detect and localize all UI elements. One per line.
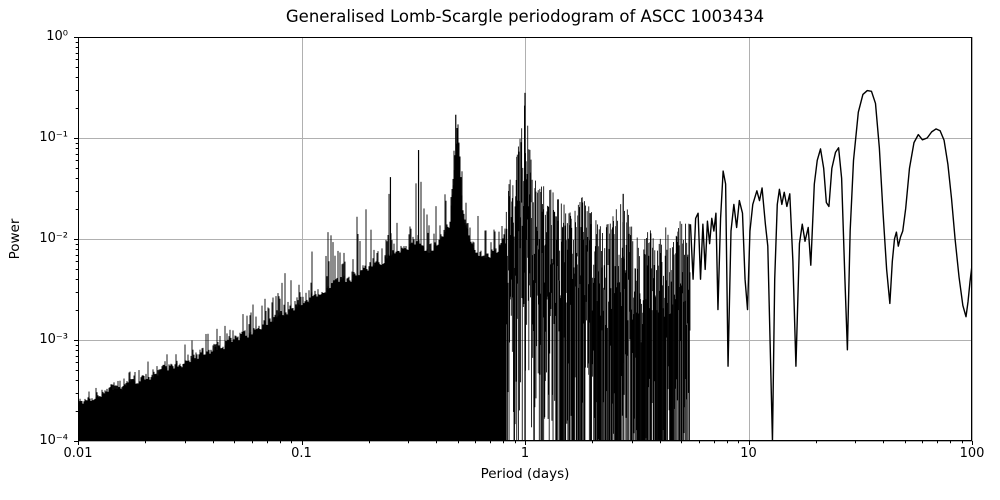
y-tick-label: 10⁰ (46, 29, 68, 44)
y-tick-label: 10⁻² (39, 231, 68, 246)
x-tick-label: 0.1 (291, 446, 312, 461)
chart-title: Generalised Lomb-Scargle periodogram of … (285, 7, 765, 26)
x-tick-label: 10 (740, 446, 757, 461)
x-axis-label: Period (days) (480, 466, 570, 482)
y-tick-label: 10⁻¹ (39, 130, 68, 145)
x-tick-label: 0.01 (63, 446, 93, 461)
x-tick-label: 1 (520, 446, 530, 461)
y-tick-label: 10⁻⁴ (39, 433, 68, 448)
y-tick-label: 10⁻³ (39, 332, 68, 347)
x-tick-label: 100 (959, 446, 985, 461)
